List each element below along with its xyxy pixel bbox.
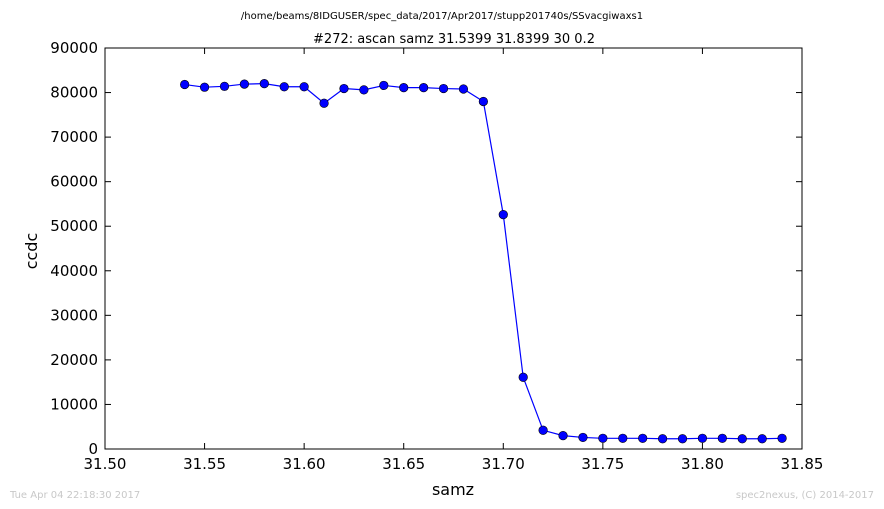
data-point	[518, 372, 528, 382]
data-point	[419, 83, 429, 93]
x-tick-label: 31.65	[382, 455, 425, 473]
y-tick-label: 30000	[50, 306, 98, 324]
data-point	[319, 98, 329, 108]
x-axis-label: samz	[432, 480, 474, 499]
data-point	[598, 433, 608, 443]
y-tick-label: 10000	[50, 395, 98, 413]
data-point	[199, 82, 210, 92]
data-point	[180, 79, 190, 90]
y-axis-label: ccdc	[22, 233, 41, 270]
plot-area	[104, 47, 803, 450]
data-point	[359, 85, 369, 95]
data-point	[438, 83, 449, 94]
y-tick-label: 70000	[50, 128, 98, 146]
series-line	[184, 83, 783, 440]
y-tick-label: 40000	[50, 262, 98, 280]
y-tick-label: 0	[88, 440, 98, 458]
data-point	[379, 80, 389, 91]
data-point	[259, 79, 269, 89]
data-point	[777, 433, 787, 443]
y-tick-label: 20000	[50, 351, 98, 369]
data-point	[717, 433, 727, 443]
y-axis: 0 10000 20000 30000 40000 50000 60000 70000 8000…	[50, 39, 802, 458]
data-point	[737, 434, 747, 444]
y-tick-label: 60000	[50, 173, 98, 191]
data-point	[677, 434, 688, 444]
y-tick-label: 50000	[50, 217, 98, 235]
data-point	[339, 83, 349, 94]
x-tick-label: 31.80	[681, 455, 724, 473]
chart-title: #272: ascan samz 31.5399 31.8399 30 0.2	[313, 32, 595, 47]
y-tick-label: 90000	[50, 39, 98, 57]
file-path-title: /home/beams/8IDGUSER/spec_data/2017/Apr2…	[241, 11, 643, 22]
y-tick-label: 80000	[50, 84, 98, 102]
data-point	[578, 432, 588, 443]
footer-credit: spec2nexus, (C) 2014-2017	[736, 490, 874, 501]
data-point	[657, 434, 668, 444]
series-points	[180, 79, 787, 444]
x-tick-label: 31.55	[183, 455, 226, 473]
data-point	[618, 433, 628, 443]
data-point	[757, 434, 767, 444]
x-tick-label: 31.50	[84, 455, 127, 473]
data-point	[399, 83, 409, 93]
data-point	[697, 433, 708, 443]
data-point	[638, 433, 648, 443]
data-point	[239, 79, 249, 89]
data-point	[538, 425, 548, 435]
data-point	[558, 431, 568, 441]
x-tick-label: 31.85	[781, 455, 824, 473]
data-point	[219, 81, 230, 91]
x-tick-label: 31.70	[482, 455, 525, 473]
data-point	[478, 96, 488, 107]
footer-timestamp: Tue Apr 04 22:18:30 2017	[9, 490, 140, 501]
data-point	[498, 210, 508, 220]
x-tick-label: 31.60	[283, 455, 326, 473]
x-axis: 31.50 31.55 31.60 31.65 31.70 31.75 31.80 31.85	[84, 48, 824, 473]
x-tick-label: 31.75	[581, 455, 624, 473]
data-point	[458, 84, 469, 94]
data-point	[299, 82, 309, 92]
data-point	[279, 82, 289, 92]
